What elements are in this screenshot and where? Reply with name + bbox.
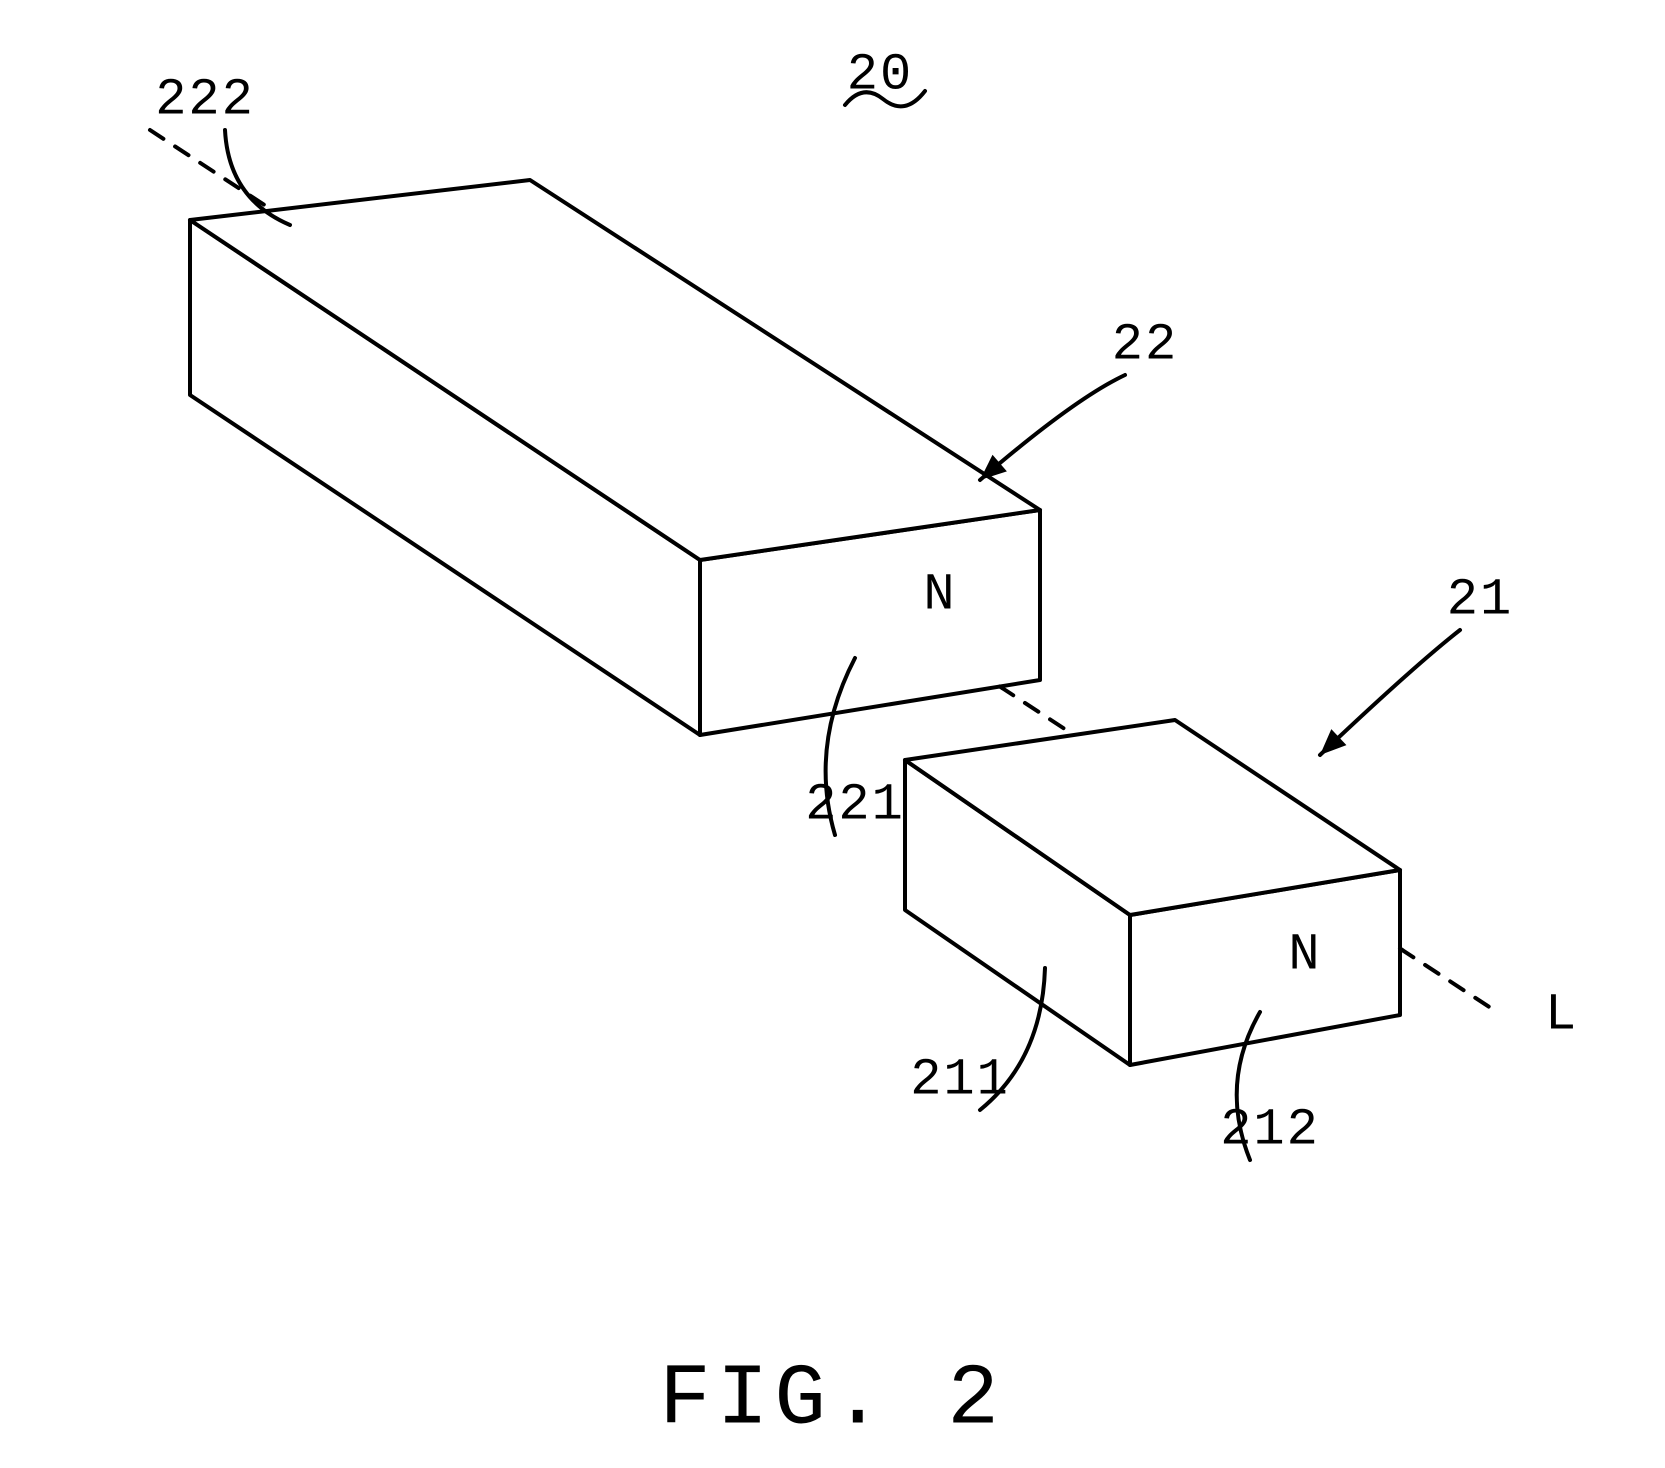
block-22-pole-N: N bbox=[923, 566, 956, 625]
ref-221-label: 221 bbox=[805, 776, 905, 835]
ref-21-leader bbox=[1320, 630, 1460, 755]
ref-211-label: 211 bbox=[910, 1051, 1010, 1110]
axis-label-L: L bbox=[1545, 986, 1578, 1045]
ref-22-label: 22 bbox=[1112, 316, 1178, 375]
axis-line bbox=[150, 130, 273, 210]
ref-22-leader bbox=[980, 375, 1125, 480]
axis-stub bbox=[1400, 949, 1403, 951]
ref-21-label: 21 bbox=[1447, 571, 1513, 630]
block-21-pole-N: N bbox=[1288, 926, 1321, 985]
axis-line bbox=[1000, 686, 1074, 734]
ref-222-label: 222 bbox=[155, 71, 255, 130]
axis-stub bbox=[1000, 686, 1003, 688]
ref-212-label: 212 bbox=[1220, 1101, 1320, 1160]
figure-caption: FIG. 2 bbox=[659, 1351, 1005, 1449]
axis-line bbox=[1400, 949, 1500, 1014]
